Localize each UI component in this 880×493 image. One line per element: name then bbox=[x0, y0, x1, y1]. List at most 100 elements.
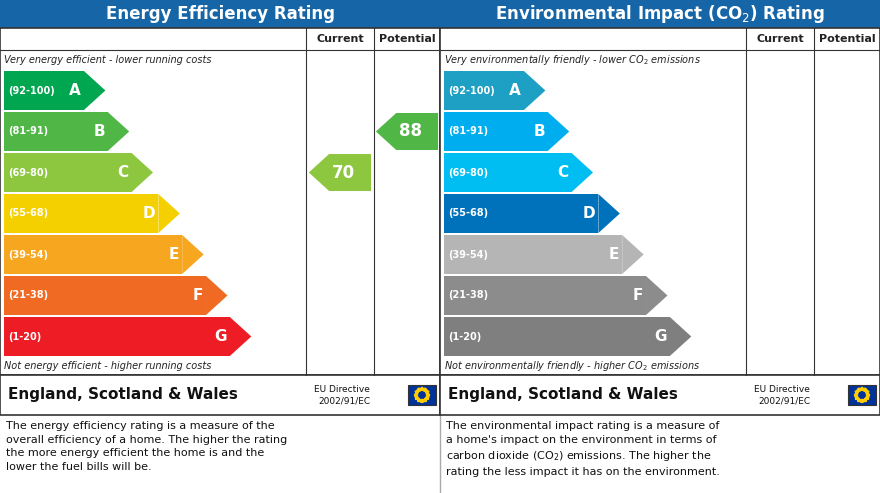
Polygon shape bbox=[854, 393, 858, 396]
Polygon shape bbox=[572, 153, 593, 192]
Polygon shape bbox=[132, 153, 153, 192]
Text: (55-68): (55-68) bbox=[448, 209, 488, 218]
Polygon shape bbox=[309, 154, 371, 191]
Text: Potential: Potential bbox=[818, 34, 876, 44]
Text: F: F bbox=[633, 288, 643, 303]
Polygon shape bbox=[420, 399, 424, 403]
Polygon shape bbox=[865, 390, 869, 393]
Text: (81-91): (81-91) bbox=[8, 127, 48, 137]
Polygon shape bbox=[182, 235, 203, 274]
Polygon shape bbox=[863, 388, 867, 391]
Polygon shape bbox=[417, 388, 421, 391]
Polygon shape bbox=[857, 398, 861, 402]
Text: England, Scotland & Wales: England, Scotland & Wales bbox=[8, 387, 238, 402]
Text: Not environmentally friendly - higher CO$_2$ emissions: Not environmentally friendly - higher CO… bbox=[444, 359, 700, 373]
Bar bbox=[0, 28, 440, 375]
Polygon shape bbox=[854, 396, 859, 400]
Bar bbox=[444, 317, 670, 356]
Polygon shape bbox=[524, 71, 546, 110]
Text: E: E bbox=[169, 247, 180, 262]
Polygon shape bbox=[857, 388, 861, 391]
Text: E: E bbox=[609, 247, 620, 262]
Polygon shape bbox=[866, 393, 870, 396]
Bar bbox=[440, 28, 880, 375]
Text: Current: Current bbox=[756, 34, 803, 44]
Bar bbox=[444, 153, 572, 192]
Polygon shape bbox=[230, 317, 252, 356]
Bar bbox=[4, 317, 230, 356]
Text: D: D bbox=[583, 206, 596, 221]
Text: (39-54): (39-54) bbox=[448, 249, 488, 259]
Text: England, Scotland & Wales: England, Scotland & Wales bbox=[448, 387, 678, 402]
Text: (92-100): (92-100) bbox=[448, 85, 495, 96]
Text: 70: 70 bbox=[332, 164, 355, 181]
Text: (39-54): (39-54) bbox=[8, 249, 48, 259]
Bar bbox=[4, 194, 158, 233]
Text: Very energy efficient - lower running costs: Very energy efficient - lower running co… bbox=[4, 55, 211, 65]
Bar bbox=[4, 112, 107, 151]
Polygon shape bbox=[622, 235, 643, 274]
Text: The energy efficiency rating is a measure of the
overall efficiency of a home. T: The energy efficiency rating is a measur… bbox=[6, 421, 287, 472]
Polygon shape bbox=[425, 396, 429, 400]
Polygon shape bbox=[865, 396, 869, 400]
Text: Energy Efficiency Rating: Energy Efficiency Rating bbox=[106, 5, 334, 23]
Text: Potential: Potential bbox=[378, 34, 436, 44]
Bar bbox=[4, 276, 206, 315]
Polygon shape bbox=[423, 398, 427, 402]
Polygon shape bbox=[863, 398, 867, 402]
Polygon shape bbox=[547, 112, 569, 151]
Polygon shape bbox=[84, 71, 106, 110]
Polygon shape bbox=[158, 194, 180, 233]
Polygon shape bbox=[860, 399, 864, 403]
Polygon shape bbox=[646, 276, 668, 315]
Bar bbox=[4, 71, 84, 110]
Polygon shape bbox=[206, 276, 228, 315]
Polygon shape bbox=[417, 398, 421, 402]
Text: B: B bbox=[533, 124, 545, 139]
Text: G: G bbox=[655, 329, 667, 344]
Bar bbox=[440, 375, 880, 415]
Bar bbox=[440, 0, 880, 28]
Polygon shape bbox=[107, 112, 129, 151]
Bar bbox=[0, 375, 440, 415]
Text: Environmental Impact (CO$_2$) Rating: Environmental Impact (CO$_2$) Rating bbox=[495, 3, 825, 25]
Bar bbox=[408, 385, 436, 405]
Polygon shape bbox=[670, 317, 692, 356]
Bar bbox=[444, 71, 524, 110]
Polygon shape bbox=[376, 113, 438, 150]
Text: B: B bbox=[93, 124, 105, 139]
Text: (1-20): (1-20) bbox=[8, 331, 41, 342]
Polygon shape bbox=[598, 194, 620, 233]
Polygon shape bbox=[414, 390, 419, 393]
Polygon shape bbox=[414, 393, 418, 396]
Bar bbox=[848, 385, 876, 405]
Text: D: D bbox=[143, 206, 156, 221]
Polygon shape bbox=[414, 396, 419, 400]
Text: EU Directive
2002/91/EC: EU Directive 2002/91/EC bbox=[314, 385, 370, 405]
Text: (69-80): (69-80) bbox=[8, 168, 48, 177]
Text: A: A bbox=[510, 83, 521, 98]
Text: Not energy efficient - higher running costs: Not energy efficient - higher running co… bbox=[4, 361, 211, 371]
Polygon shape bbox=[420, 387, 424, 390]
Text: F: F bbox=[193, 288, 203, 303]
Bar bbox=[444, 194, 598, 233]
Text: (21-38): (21-38) bbox=[8, 290, 48, 301]
Text: (21-38): (21-38) bbox=[448, 290, 488, 301]
Text: G: G bbox=[215, 329, 227, 344]
Text: Very environmentally friendly - lower CO$_2$ emissions: Very environmentally friendly - lower CO… bbox=[444, 53, 701, 67]
Bar bbox=[0, 0, 440, 28]
Bar bbox=[4, 153, 132, 192]
Bar bbox=[4, 235, 182, 274]
Polygon shape bbox=[854, 390, 859, 393]
Text: A: A bbox=[70, 83, 81, 98]
Text: (69-80): (69-80) bbox=[448, 168, 488, 177]
Polygon shape bbox=[423, 388, 427, 391]
Text: 88: 88 bbox=[399, 122, 422, 141]
Text: (81-91): (81-91) bbox=[448, 127, 488, 137]
Text: (1-20): (1-20) bbox=[448, 331, 481, 342]
Bar bbox=[444, 112, 547, 151]
Polygon shape bbox=[425, 390, 429, 393]
Text: Current: Current bbox=[316, 34, 363, 44]
Polygon shape bbox=[860, 387, 864, 390]
Text: C: C bbox=[557, 165, 568, 180]
